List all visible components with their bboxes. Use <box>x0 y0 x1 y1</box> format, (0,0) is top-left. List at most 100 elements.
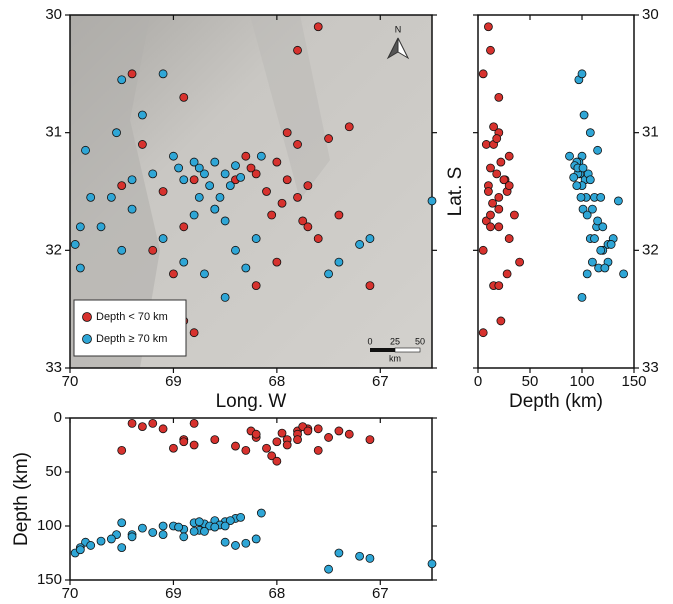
event-point <box>293 140 302 149</box>
event-point <box>241 538 251 548</box>
scale-bar <box>394 347 421 353</box>
event-point <box>117 75 127 85</box>
event-point <box>236 172 246 182</box>
event-point <box>486 222 495 232</box>
event-point <box>158 234 168 243</box>
event-point <box>256 151 266 161</box>
event-point <box>365 281 375 291</box>
event-point <box>179 92 189 102</box>
relief-shade <box>250 15 330 200</box>
legend-swatch <box>82 312 92 322</box>
event-point <box>303 426 313 436</box>
x-tick-label: 67 <box>372 373 389 390</box>
event-point <box>565 151 574 161</box>
x-tick-label: 69 <box>165 585 182 602</box>
event-point <box>179 175 189 185</box>
event-point <box>117 245 127 255</box>
event-point <box>427 196 437 206</box>
scale-label: 25 <box>390 336 400 346</box>
event-point <box>481 216 491 226</box>
event-point <box>324 433 333 442</box>
event-point <box>272 257 282 267</box>
event-point <box>96 536 106 546</box>
event-point <box>241 263 251 273</box>
event-point <box>272 437 282 447</box>
event-point <box>194 192 204 202</box>
event-point <box>169 269 178 279</box>
y-tick-label: 0 <box>54 409 62 426</box>
event-point <box>231 245 240 255</box>
event-point <box>313 445 323 455</box>
y-tick-label: 150 <box>37 571 62 588</box>
event-point <box>127 532 137 542</box>
x-tick-label: 100 <box>569 373 594 390</box>
event-point <box>241 445 251 455</box>
event-point <box>303 181 313 191</box>
event-point <box>576 192 586 202</box>
event-point <box>481 140 491 149</box>
y-tick-label: 31 <box>642 124 659 141</box>
event-point <box>344 122 354 132</box>
event-point <box>158 424 168 434</box>
event-point <box>262 187 271 196</box>
event-point <box>606 240 616 249</box>
event-point <box>231 441 240 451</box>
event-point <box>189 175 199 185</box>
event-point <box>117 181 127 191</box>
event-point <box>137 110 147 120</box>
event-point <box>220 292 230 302</box>
event-point <box>324 269 333 279</box>
event-point <box>324 564 333 574</box>
north-arrow <box>386 37 399 60</box>
event-point <box>86 192 96 202</box>
event-point <box>251 281 261 291</box>
event-point <box>489 122 499 132</box>
scale-label: 0 <box>367 336 372 346</box>
event-point <box>303 222 313 232</box>
plot-frame <box>69 417 433 581</box>
event-point <box>313 22 323 32</box>
event-point <box>334 548 344 558</box>
event-point <box>220 537 230 547</box>
event-point <box>486 163 495 173</box>
event-point <box>200 169 209 179</box>
scale-label: 50 <box>415 336 425 346</box>
event-point <box>585 175 595 185</box>
x-tick-label: 0 <box>474 373 482 390</box>
event-point <box>427 559 437 569</box>
x-tick-label: 50 <box>522 373 539 390</box>
event-point <box>215 192 225 202</box>
event-point <box>189 328 199 338</box>
y-tick-label: 100 <box>37 517 62 534</box>
event-point <box>256 508 266 518</box>
event-point <box>137 422 147 432</box>
event-point <box>137 523 147 533</box>
event-point <box>148 418 158 428</box>
event-point <box>572 181 582 191</box>
event-point <box>293 45 302 55</box>
event-point <box>355 551 365 561</box>
y-tick-label: 33 <box>45 359 62 376</box>
event-point <box>158 530 168 540</box>
event-point <box>502 269 512 279</box>
event-point <box>148 245 158 255</box>
y-tick-label: 50 <box>45 463 62 480</box>
event-point <box>334 210 344 220</box>
event-point <box>614 196 623 206</box>
event-point <box>241 151 251 161</box>
event-point <box>231 541 240 550</box>
event-point <box>117 445 127 455</box>
event-point <box>75 263 85 273</box>
event-point <box>494 192 504 202</box>
event-point <box>205 181 215 191</box>
event-point <box>200 269 209 279</box>
event-point <box>494 92 504 102</box>
event-point <box>127 175 137 185</box>
event-point <box>478 69 488 79</box>
event-point <box>282 128 292 138</box>
event-point <box>313 234 323 243</box>
legend-label: Depth ≥ 70 km <box>96 333 167 345</box>
x-tick-label: 70 <box>62 585 79 602</box>
event-point <box>486 210 495 220</box>
scale-unit: km <box>389 353 401 363</box>
